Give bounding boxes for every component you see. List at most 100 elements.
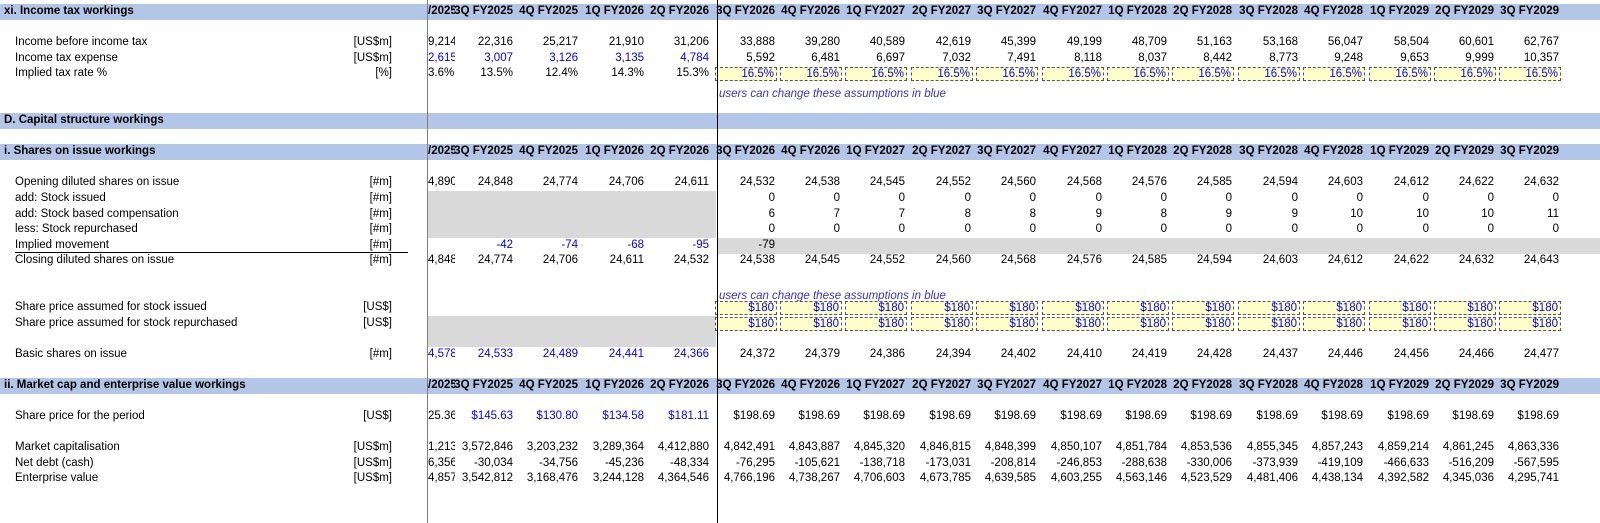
data-cell[interactable]: 11: [1547, 208, 1559, 220]
column-header[interactable]: 3Q FY2029: [1500, 145, 1559, 157]
assumption-input-cell[interactable]: 16.5%: [976, 67, 1038, 81]
data-cell[interactable]: 24,560: [935, 254, 971, 266]
data-cell[interactable]: 4,738,267: [788, 472, 840, 484]
data-cell[interactable]: 4,857: [428, 472, 455, 484]
data-cell[interactable]: -246,853: [1056, 457, 1102, 469]
column-header[interactable]: 3Q FY2026: [716, 145, 775, 157]
data-cell[interactable]: 4,851,784: [1115, 441, 1167, 453]
data-cell[interactable]: 4,784: [680, 52, 709, 64]
data-cell[interactable]: 0: [768, 223, 775, 235]
data-cell[interactable]: 24,532: [739, 176, 775, 188]
data-cell[interactable]: 8,118: [1074, 52, 1102, 64]
data-cell[interactable]: $198.69: [1125, 410, 1167, 422]
column-header[interactable]: 2Q FY2026: [650, 379, 709, 391]
assumption-input-cell[interactable]: $180: [911, 317, 973, 331]
column-header[interactable]: 3Q FY2026: [716, 379, 775, 391]
data-cell[interactable]: 24,706: [542, 254, 578, 266]
assumption-input-cell[interactable]: $180: [845, 301, 907, 315]
data-cell[interactable]: -42: [496, 239, 513, 251]
data-cell[interactable]: 6,356: [428, 457, 455, 469]
data-cell[interactable]: 0: [964, 223, 971, 235]
data-cell[interactable]: 31,206: [673, 36, 709, 48]
column-header[interactable]: 3Q FY2028: [1239, 5, 1298, 17]
column-header[interactable]: 3Q FY2029: [1500, 5, 1559, 17]
data-cell[interactable]: -30,034: [473, 457, 513, 469]
data-cell[interactable]: 62,767: [1523, 36, 1559, 48]
data-cell[interactable]: 0: [1029, 223, 1036, 235]
column-header[interactable]: 4Q FY2028: [1304, 5, 1363, 17]
data-cell[interactable]: 9,248: [1334, 52, 1363, 64]
column-header[interactable]: 4Q FY2028: [1304, 145, 1363, 157]
data-cell[interactable]: $198.69: [798, 410, 840, 422]
data-cell[interactable]: 24,533: [477, 348, 513, 360]
data-cell[interactable]: $198.69: [733, 410, 775, 422]
assumption-input-cell[interactable]: $180: [1107, 317, 1169, 331]
data-cell[interactable]: 24,612: [1393, 176, 1429, 188]
data-cell[interactable]: 8: [964, 208, 971, 220]
assumption-input-cell[interactable]: $180: [1434, 317, 1496, 331]
data-cell[interactable]: -138,718: [859, 457, 905, 469]
data-cell[interactable]: 4,295,741: [1507, 472, 1559, 484]
data-cell[interactable]: $198.69: [1321, 410, 1363, 422]
data-cell[interactable]: 4,853,536: [1180, 441, 1232, 453]
data-cell[interactable]: -173,031: [925, 457, 971, 469]
column-header[interactable]: 3Q FY2028: [1239, 145, 1298, 157]
data-cell[interactable]: 0: [1552, 223, 1559, 235]
data-cell[interactable]: 24,594: [1262, 176, 1298, 188]
data-cell[interactable]: 7,032: [942, 52, 971, 64]
data-cell[interactable]: 14.3%: [611, 67, 644, 79]
column-header[interactable]: 3Q FY2027: [977, 379, 1036, 391]
data-cell[interactable]: 10: [1350, 208, 1363, 220]
data-cell[interactable]: 24,538: [804, 176, 840, 188]
data-cell[interactable]: 24,576: [1131, 176, 1167, 188]
assumption-input-cell[interactable]: $180: [976, 317, 1038, 331]
column-header[interactable]: 4Q FY2028: [1304, 379, 1363, 391]
data-cell[interactable]: 48,709: [1131, 36, 1167, 48]
data-cell[interactable]: 3.6%: [428, 67, 455, 79]
data-cell[interactable]: 0: [768, 192, 775, 204]
assumption-input-cell[interactable]: 16.5%: [1238, 67, 1300, 81]
column-header[interactable]: 2Q FY2028: [1173, 379, 1232, 391]
column-header[interactable]: 1Q FY2027: [846, 145, 905, 157]
data-cell[interactable]: $145.63: [471, 410, 513, 422]
assumption-input-cell[interactable]: 16.5%: [845, 67, 907, 81]
data-cell[interactable]: 24,560: [1000, 176, 1036, 188]
data-cell[interactable]: 0: [1095, 223, 1102, 235]
column-header[interactable]: 4Q FY2026: [781, 379, 840, 391]
column-header[interactable]: 3Q FY2025: [454, 145, 513, 157]
data-cell[interactable]: 1,213: [428, 441, 455, 453]
data-cell[interactable]: 22,316: [477, 36, 513, 48]
data-cell[interactable]: 40,589: [869, 36, 905, 48]
data-cell[interactable]: 4,850,107: [1050, 441, 1102, 453]
data-cell[interactable]: 3,572,846: [461, 441, 513, 453]
assumption-input-cell[interactable]: $180: [911, 301, 973, 315]
data-cell[interactable]: 0: [1291, 223, 1298, 235]
data-cell[interactable]: 24,632: [1523, 176, 1559, 188]
column-header[interactable]: 2Q FY2027: [912, 379, 971, 391]
assumption-input-cell[interactable]: $180: [1042, 301, 1104, 315]
data-cell[interactable]: 24,603: [1262, 254, 1298, 266]
data-cell[interactable]: 3,203,232: [526, 441, 578, 453]
data-cell[interactable]: 24,489: [542, 348, 578, 360]
data-cell[interactable]: 24,568: [1000, 254, 1036, 266]
data-cell[interactable]: 8: [1029, 208, 1036, 220]
assumption-input-cell[interactable]: $180: [1434, 301, 1496, 315]
data-cell[interactable]: 24,410: [1066, 348, 1102, 360]
data-cell[interactable]: 0: [1095, 192, 1102, 204]
data-cell[interactable]: 4,766,196: [723, 472, 775, 484]
data-cell[interactable]: 3,135: [615, 52, 644, 64]
column-header[interactable]: 1Q FY2028: [1108, 5, 1167, 17]
data-cell[interactable]: 0: [1225, 223, 1232, 235]
data-cell[interactable]: 49,199: [1066, 36, 1102, 48]
data-cell[interactable]: 24,611: [609, 254, 644, 266]
data-cell[interactable]: 0: [1487, 223, 1494, 235]
data-cell[interactable]: 24,848: [477, 176, 513, 188]
column-header[interactable]: 3Q FY2029: [1500, 379, 1559, 391]
data-cell[interactable]: 10,357: [1523, 52, 1559, 64]
data-cell[interactable]: 3,168,476: [526, 472, 578, 484]
data-cell[interactable]: 56,047: [1327, 36, 1363, 48]
data-cell[interactable]: 24,576: [1066, 254, 1102, 266]
assumption-input-cell[interactable]: 16.5%: [715, 67, 777, 81]
column-header[interactable]: 1Q FY2026: [585, 379, 644, 391]
data-cell[interactable]: 24,622: [1458, 176, 1494, 188]
